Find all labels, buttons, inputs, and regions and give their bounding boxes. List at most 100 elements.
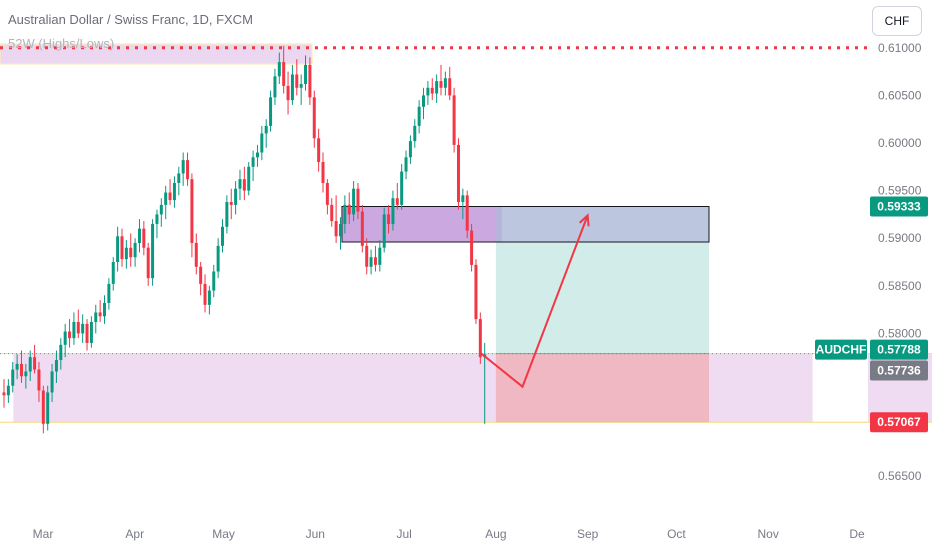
price-label-box [870, 412, 928, 433]
x-tick-label: Jun [306, 527, 325, 541]
candle-body [277, 62, 281, 77]
symbol-tag: AUDCHF [816, 343, 867, 357]
candle-body [251, 157, 255, 167]
candle-body [474, 264, 478, 320]
y-tick-label: 0.58500 [878, 279, 922, 293]
candle-body [164, 192, 168, 205]
candle-body [378, 247, 382, 265]
candle-body [111, 262, 115, 284]
candle-body [33, 357, 37, 370]
candle-body [89, 321, 93, 343]
candle-body [229, 202, 233, 205]
candle-body [352, 188, 356, 215]
candle-body [417, 106, 421, 126]
y-tick-label: 0.60000 [878, 136, 922, 150]
candle-body [234, 188, 238, 205]
candle-body [168, 192, 172, 201]
candle-body [159, 204, 163, 215]
candle-body [413, 125, 417, 142]
candle-body [203, 283, 207, 305]
candle-body [133, 242, 137, 258]
x-tick-label: May [212, 527, 235, 541]
price-label-box [870, 360, 928, 381]
candle-body [404, 157, 408, 172]
candle-body [343, 204, 347, 224]
candle-body [395, 198, 399, 205]
candle-body [50, 371, 54, 393]
candle-body [456, 144, 460, 203]
candle-body [15, 363, 19, 370]
candle-body [312, 97, 316, 139]
indicator-label[interactable]: 52W (Highs/Lows) [8, 36, 115, 51]
candle-body [330, 204, 334, 222]
x-tick-label: Sep [577, 527, 599, 541]
profit-zone [495, 206, 709, 354]
y-tick-label: 0.58000 [878, 326, 922, 340]
currency-button[interactable]: CHF [872, 6, 922, 36]
candle-body [387, 214, 391, 224]
candle-body [190, 179, 194, 243]
chart-title: Australian Dollar / Swiss Franc, 1D, FXC… [8, 12, 253, 27]
candle-body [426, 87, 430, 96]
candle-body [186, 160, 190, 180]
candle-body [391, 198, 395, 224]
candle-body [478, 319, 482, 358]
candle-body [282, 62, 286, 86]
candle-body [242, 179, 246, 191]
candle-body [54, 360, 58, 372]
candle-body [194, 242, 198, 267]
candle-body [129, 247, 133, 258]
candle-body [470, 230, 474, 265]
candle-body [68, 331, 72, 339]
candle-body [365, 245, 369, 267]
candle-body [439, 81, 443, 88]
candle-body [212, 271, 216, 291]
candle-body [430, 87, 434, 94]
candle-body [408, 141, 412, 158]
price-label-box [870, 339, 928, 360]
candle-body [181, 160, 185, 174]
candle-body [369, 257, 373, 267]
candle-body [360, 211, 364, 246]
candle-body [63, 331, 67, 345]
candle-body [317, 138, 321, 163]
candle-body [338, 223, 342, 237]
y-tick-label: 0.59000 [878, 231, 922, 245]
candle-body [308, 64, 312, 98]
candle-body [260, 133, 264, 153]
x-tick-label: Apr [125, 527, 144, 541]
resistance-box[interactable] [341, 205, 710, 243]
price-label-box [870, 196, 928, 217]
x-tick-label: Mar [33, 527, 54, 541]
candle-body [321, 162, 325, 183]
projection-arrowhead [578, 213, 590, 227]
candle-body [435, 81, 439, 94]
candle-body [443, 78, 447, 88]
y-tick-label: 0.61000 [878, 41, 922, 55]
y-tick-label: 0.60500 [878, 88, 922, 102]
y-tick-label: 0.59500 [878, 184, 922, 198]
candle-body [76, 321, 80, 334]
candle-body [238, 179, 242, 189]
candle-body [207, 290, 211, 305]
candle-body [177, 173, 181, 183]
candle-body [422, 95, 426, 107]
x-tick-label: Oct [667, 527, 686, 541]
price-label: 0.57067 [877, 415, 921, 429]
candle-body [155, 214, 159, 224]
candle-body [137, 228, 141, 243]
candle-body [299, 83, 303, 88]
candle-body [356, 188, 360, 212]
projection-path[interactable] [480, 214, 589, 389]
candle-body [41, 390, 45, 424]
candle-body [448, 78, 452, 96]
candle-body [273, 76, 277, 98]
candle-body [452, 95, 456, 145]
candle-body [28, 357, 32, 372]
candle-body [325, 182, 329, 205]
price-label: 0.57788 [877, 343, 921, 357]
candle-body [116, 236, 120, 262]
x-tick-label: De [849, 527, 865, 541]
